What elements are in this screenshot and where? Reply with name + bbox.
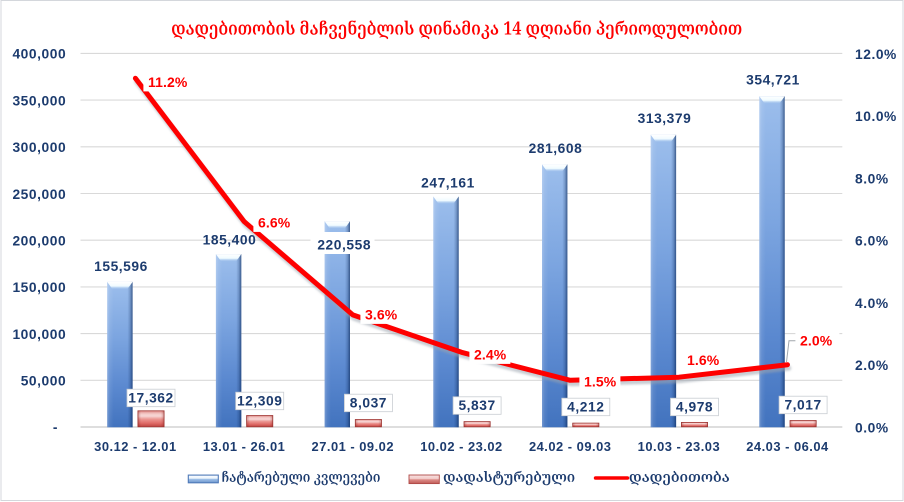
svg-text:185,400: 185,400 [203, 233, 257, 248]
svg-text:8,037: 8,037 [350, 396, 387, 411]
svg-text:250,000: 250,000 [12, 187, 66, 202]
svg-text:8.0%: 8.0% [855, 171, 889, 186]
svg-text:6.6%: 6.6% [258, 214, 291, 230]
svg-text:12.0%: 12.0% [855, 47, 897, 62]
svg-text:281,608: 281,608 [529, 141, 583, 156]
svg-text:30.12 - 12.01: 30.12 - 12.01 [94, 439, 176, 454]
svg-text:12,309: 12,309 [237, 394, 283, 409]
svg-text:5,837: 5,837 [458, 398, 495, 413]
svg-text:313,379: 313,379 [638, 111, 692, 126]
svg-text:-: - [53, 420, 58, 435]
svg-text:24.03 - 06.04: 24.03 - 06.04 [746, 439, 829, 454]
svg-text:10.03 - 23.03: 10.03 - 23.03 [638, 439, 720, 454]
svg-text:2.4%: 2.4% [474, 346, 507, 362]
svg-text:17,362: 17,362 [128, 391, 174, 406]
svg-text:220,558: 220,558 [317, 238, 371, 253]
svg-text:6.0%: 6.0% [855, 234, 889, 249]
svg-text:150,000: 150,000 [12, 280, 66, 295]
svg-text:27.01 - 09.02: 27.01 - 09.02 [312, 439, 394, 454]
svg-text:300,000: 300,000 [12, 140, 66, 155]
svg-text:4,978: 4,978 [676, 400, 713, 415]
svg-text:10.02 - 23.02: 10.02 - 23.02 [420, 439, 502, 454]
svg-text:2.0%: 2.0% [855, 358, 889, 373]
svg-text:7,017: 7,017 [784, 398, 821, 413]
svg-text:10.0%: 10.0% [855, 109, 897, 124]
svg-text:100,000: 100,000 [12, 327, 66, 342]
svg-text:0.0%: 0.0% [855, 421, 889, 436]
svg-text:247,161: 247,161 [421, 176, 475, 191]
svg-text:1.5%: 1.5% [584, 373, 617, 389]
svg-text:155,596: 155,596 [94, 259, 148, 274]
svg-text:354,721: 354,721 [746, 73, 800, 88]
svg-text:13.01 - 26.01: 13.01 - 26.01 [203, 439, 285, 454]
svg-text:3.6%: 3.6% [365, 306, 398, 322]
svg-text:11.2%: 11.2% [148, 74, 188, 90]
svg-text:4.0%: 4.0% [855, 296, 889, 311]
svg-text:200,000: 200,000 [12, 234, 66, 249]
svg-text:350,000: 350,000 [12, 93, 66, 108]
svg-text:24.02 - 09.03: 24.02 - 09.03 [529, 439, 611, 454]
svg-text:2.0%: 2.0% [800, 332, 833, 348]
svg-text:50,000: 50,000 [21, 374, 67, 389]
svg-text:400,000: 400,000 [12, 47, 66, 62]
svg-text:4,212: 4,212 [567, 400, 604, 415]
svg-text:1.6%: 1.6% [687, 352, 720, 368]
